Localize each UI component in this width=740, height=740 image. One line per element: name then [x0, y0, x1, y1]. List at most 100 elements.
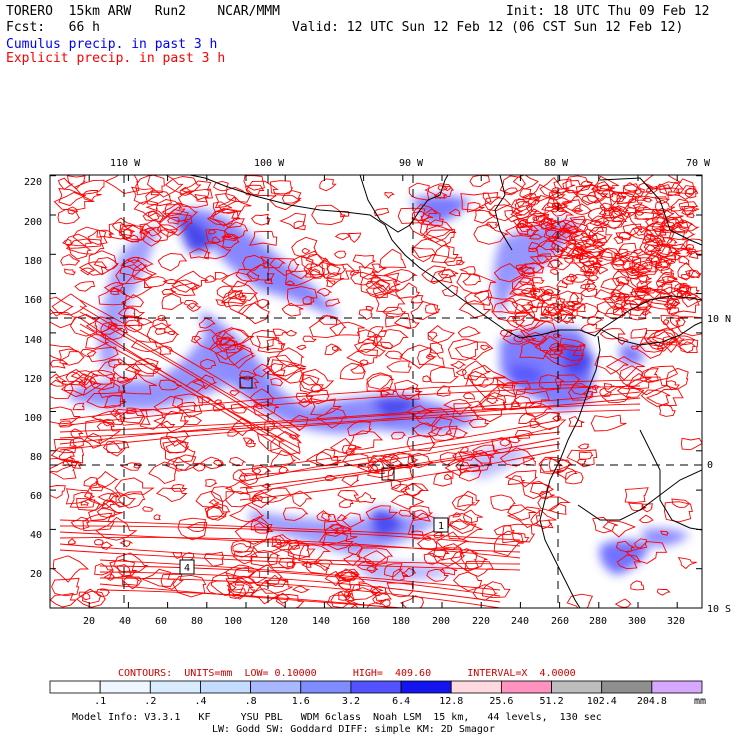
contour-line	[407, 452, 434, 469]
contour-line	[425, 303, 441, 314]
contour-line	[200, 358, 217, 370]
contour-line	[358, 309, 373, 321]
contour-line	[55, 371, 86, 386]
contour-line	[473, 290, 490, 303]
contour-line	[638, 261, 660, 275]
contour-line	[124, 362, 162, 377]
contour-line	[610, 281, 636, 296]
contour-line	[99, 571, 501, 603]
contour-line	[303, 263, 325, 276]
contour-line	[536, 238, 566, 257]
contour-line	[331, 345, 340, 352]
contour-line	[310, 383, 326, 393]
contour-line	[69, 437, 87, 448]
contour-line	[632, 226, 652, 236]
contour-line	[636, 274, 652, 285]
contour-line	[159, 435, 189, 454]
contour-line	[62, 456, 78, 467]
contour-line	[644, 184, 673, 200]
contour-line	[397, 207, 426, 224]
colorbar-swatch	[300, 680, 352, 694]
contour-line	[112, 363, 143, 380]
x-tick-label: 180	[392, 616, 410, 627]
contour-line	[390, 493, 424, 510]
x-tick-label: 60	[155, 616, 167, 627]
contour-line	[400, 482, 429, 497]
contour-line	[259, 579, 293, 594]
contour-line	[252, 401, 280, 417]
colorbar-swatch	[450, 680, 502, 694]
contour-line	[206, 504, 229, 518]
contour-line	[401, 386, 420, 400]
contour-line	[511, 298, 535, 313]
contour-line	[70, 462, 84, 469]
contour-line	[108, 359, 123, 369]
contour-line	[176, 401, 198, 412]
contour-line	[379, 341, 394, 350]
contour-line	[484, 196, 512, 212]
contour-line	[452, 400, 485, 423]
colorbar-swatch	[400, 680, 452, 694]
contour-line	[610, 288, 630, 303]
contour-line	[59, 397, 641, 439]
contour-line	[69, 313, 98, 337]
contour-line	[96, 471, 119, 488]
contour-line	[296, 344, 307, 351]
contour-line	[221, 289, 247, 305]
contour-line	[154, 327, 168, 335]
contour-line	[358, 266, 379, 280]
contour-line	[639, 336, 665, 353]
contour-interval: INTERVAL=X 4.0000	[467, 668, 576, 679]
contour-line	[292, 490, 313, 508]
contour-line	[685, 286, 700, 296]
contour-line	[451, 494, 476, 512]
contour-line	[643, 365, 678, 383]
contour-line	[172, 393, 203, 418]
colorbar-unit: mm	[694, 696, 706, 707]
contour-line	[341, 475, 359, 487]
contour-line	[587, 316, 604, 327]
contour-line	[637, 195, 649, 202]
contour-line	[284, 269, 316, 286]
contour-line	[319, 178, 337, 192]
contour-line	[411, 246, 437, 263]
contour-line	[540, 292, 560, 306]
contour-line	[379, 248, 407, 269]
contour-line	[652, 327, 685, 346]
contour-line	[504, 187, 519, 196]
contour-line	[203, 242, 232, 260]
contour-line	[618, 231, 634, 239]
contour-line	[686, 248, 698, 256]
contour-line	[492, 300, 531, 322]
contour-line	[292, 585, 311, 593]
contour-line	[213, 201, 233, 213]
contour-line	[234, 290, 246, 301]
contour-line	[584, 266, 600, 275]
contour-line	[375, 329, 409, 349]
colorbar-swatch	[651, 680, 703, 694]
contour-line	[448, 208, 461, 217]
contour-line	[221, 233, 241, 242]
contour-line	[462, 273, 481, 286]
contour-line	[499, 175, 527, 195]
contour-line	[680, 238, 702, 253]
contour-line	[243, 175, 265, 191]
contour-line	[670, 198, 690, 212]
contour-line	[677, 341, 697, 354]
contour-line	[586, 190, 608, 204]
contour-line	[686, 213, 695, 219]
contour-line	[157, 314, 167, 322]
contour-line	[251, 490, 278, 509]
contour-line	[441, 284, 459, 297]
contour-line	[199, 456, 223, 470]
contour-line	[569, 291, 584, 305]
contour-line	[132, 262, 157, 280]
contour-line	[78, 261, 108, 276]
y-index-labels: 220 200 180 160 140 120 100 80 60 40 20	[24, 177, 42, 580]
contour-line	[210, 486, 236, 503]
contour-line	[653, 244, 673, 255]
contour-low: LOW= 0.10000	[244, 668, 317, 679]
contour-line	[493, 263, 528, 283]
contour-line	[87, 229, 108, 245]
contour-line	[522, 332, 548, 346]
